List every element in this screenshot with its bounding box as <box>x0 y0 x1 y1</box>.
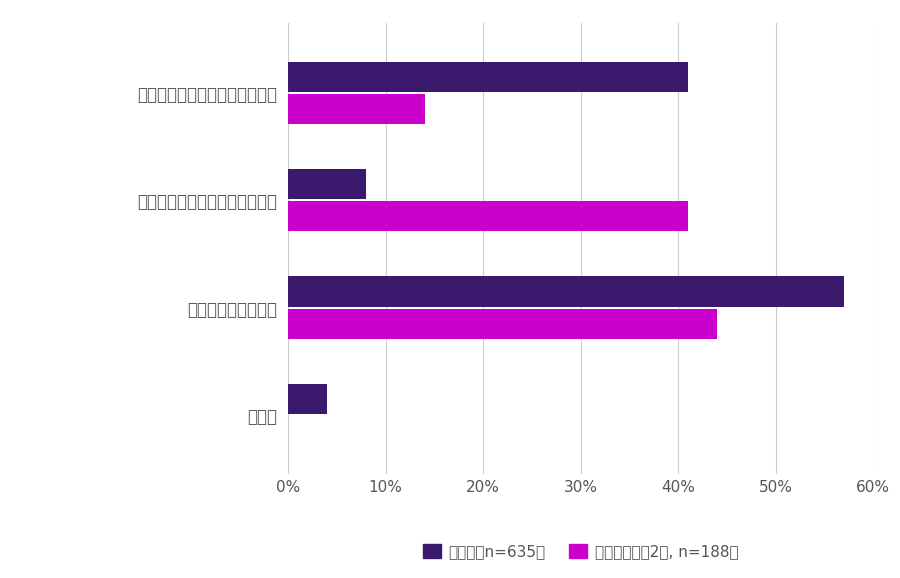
Bar <box>288 309 717 339</box>
Bar <box>288 276 844 306</box>
Bar <box>288 94 425 124</box>
Bar <box>288 169 366 199</box>
Bar <box>288 384 327 414</box>
Legend: 日本　（n=635）, 米国　（将来2年, n=188）: 日本 （n=635）, 米国 （将来2年, n=188） <box>417 538 744 565</box>
Bar <box>288 201 688 231</box>
Bar <box>288 62 688 92</box>
